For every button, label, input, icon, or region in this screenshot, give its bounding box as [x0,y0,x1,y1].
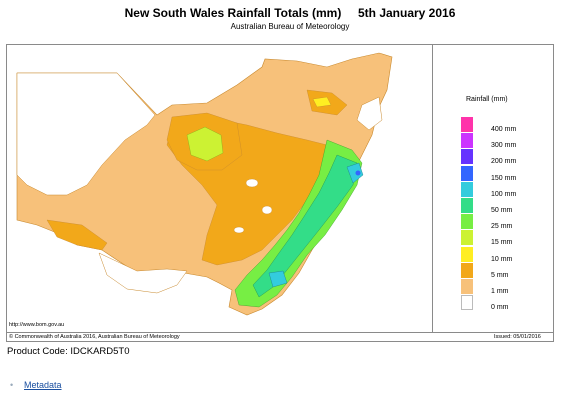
legend-label: 1 mm [491,288,509,295]
map-source-url: http://www.bom.gov.au [9,322,65,328]
legend-swatch [461,279,473,294]
legend-swatch [461,262,473,278]
rain-15mm-northwest-patch [186,126,224,162]
product-code: Product Code: IDCKARD5T0 [7,346,130,357]
legend-swatch [461,230,473,246]
legend-label: 50 mm [491,207,513,214]
legend-swatch [461,198,473,213]
page-subtitle: Australian Bureau of Meteorology [230,22,350,31]
metadata-bullet-icon: • [10,380,14,390]
map-frame [6,44,554,342]
map-legend-divider [432,44,433,332]
map-issued-date: Issued: 05/01/2016 [494,334,541,340]
rain-100mm-patch-north [346,162,364,184]
legend-swatch [461,181,473,197]
no-data-spot-1 [245,178,259,188]
no-data-spot-2 [261,205,273,215]
legend-swatch [461,295,473,311]
rain-50mm-coastal-band [252,154,358,298]
page-title: New South Wales Rainfall Totals (mm) 5th… [124,6,456,20]
legend-swatch [461,214,473,230]
legend-title: Rainfall (mm) [466,96,508,103]
zero-rain-area-northeast [356,96,383,131]
legend-label: 100 mm [491,190,517,198]
map-footer-line [6,332,554,333]
metadata-link[interactable]: Metadata [24,380,62,390]
legend-label: 200 mm [491,158,517,166]
legend-swatch [461,165,473,181]
legend-label: 0 mm [491,304,509,312]
legend-label: 15 mm [491,239,513,247]
rain-5mm-southwest [46,219,108,251]
rainfall-map [16,52,393,316]
no-data-spot-3 [233,226,245,234]
legend-swatch [461,133,473,149]
legend-swatch [461,246,473,262]
legend-label: 5 mm [491,271,509,279]
zero-rain-area-southwest [98,252,188,294]
legend-swatch [461,117,473,132]
legend-label: 25 mm [491,223,513,231]
map-copyright: © Commonwealth of Australia 2016, Austra… [9,334,180,340]
rain-150mm-spot [355,170,361,176]
legend-label: 150 mm [491,174,517,182]
legend-label: 10 mm [491,255,513,263]
rain-10mm-north-patch [312,96,332,108]
legend-label: 300 mm [491,142,517,150]
zero-rain-area-west [16,72,156,196]
legend-label: 400 mm [491,126,517,133]
legend-swatch [461,149,473,165]
rain-100mm-patch-south [268,270,288,288]
